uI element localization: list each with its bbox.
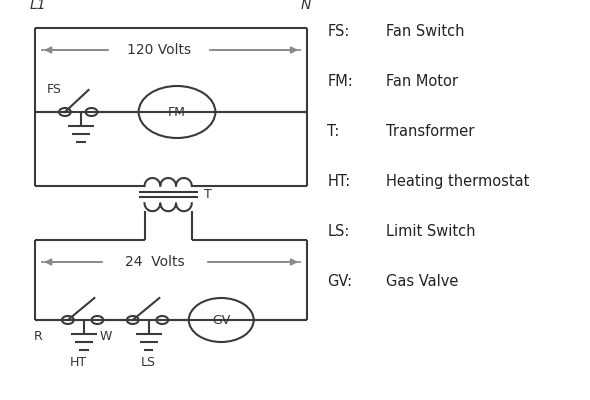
Text: Fan Motor: Fan Motor — [386, 74, 458, 90]
Text: FM: FM — [168, 106, 186, 118]
Text: T:: T: — [327, 124, 340, 140]
Text: LS:: LS: — [327, 224, 350, 240]
Text: Fan Switch: Fan Switch — [386, 24, 465, 40]
Text: Gas Valve: Gas Valve — [386, 274, 459, 290]
Text: R: R — [34, 330, 42, 343]
Text: FS:: FS: — [327, 24, 350, 40]
Text: FM:: FM: — [327, 74, 353, 90]
Text: GV: GV — [212, 314, 230, 326]
Text: LS: LS — [141, 356, 156, 369]
Text: HT: HT — [69, 356, 87, 369]
Text: Transformer: Transformer — [386, 124, 475, 140]
Text: N: N — [301, 0, 312, 12]
Text: Limit Switch: Limit Switch — [386, 224, 476, 240]
Text: GV:: GV: — [327, 274, 353, 290]
Text: Heating thermostat: Heating thermostat — [386, 174, 530, 190]
Text: W: W — [100, 330, 112, 343]
Text: HT:: HT: — [327, 174, 350, 190]
Text: 120 Volts: 120 Volts — [127, 43, 191, 57]
Text: FS: FS — [47, 83, 62, 96]
Text: T: T — [204, 188, 211, 200]
Text: L1: L1 — [30, 0, 46, 12]
Text: 24  Volts: 24 Volts — [124, 255, 185, 269]
